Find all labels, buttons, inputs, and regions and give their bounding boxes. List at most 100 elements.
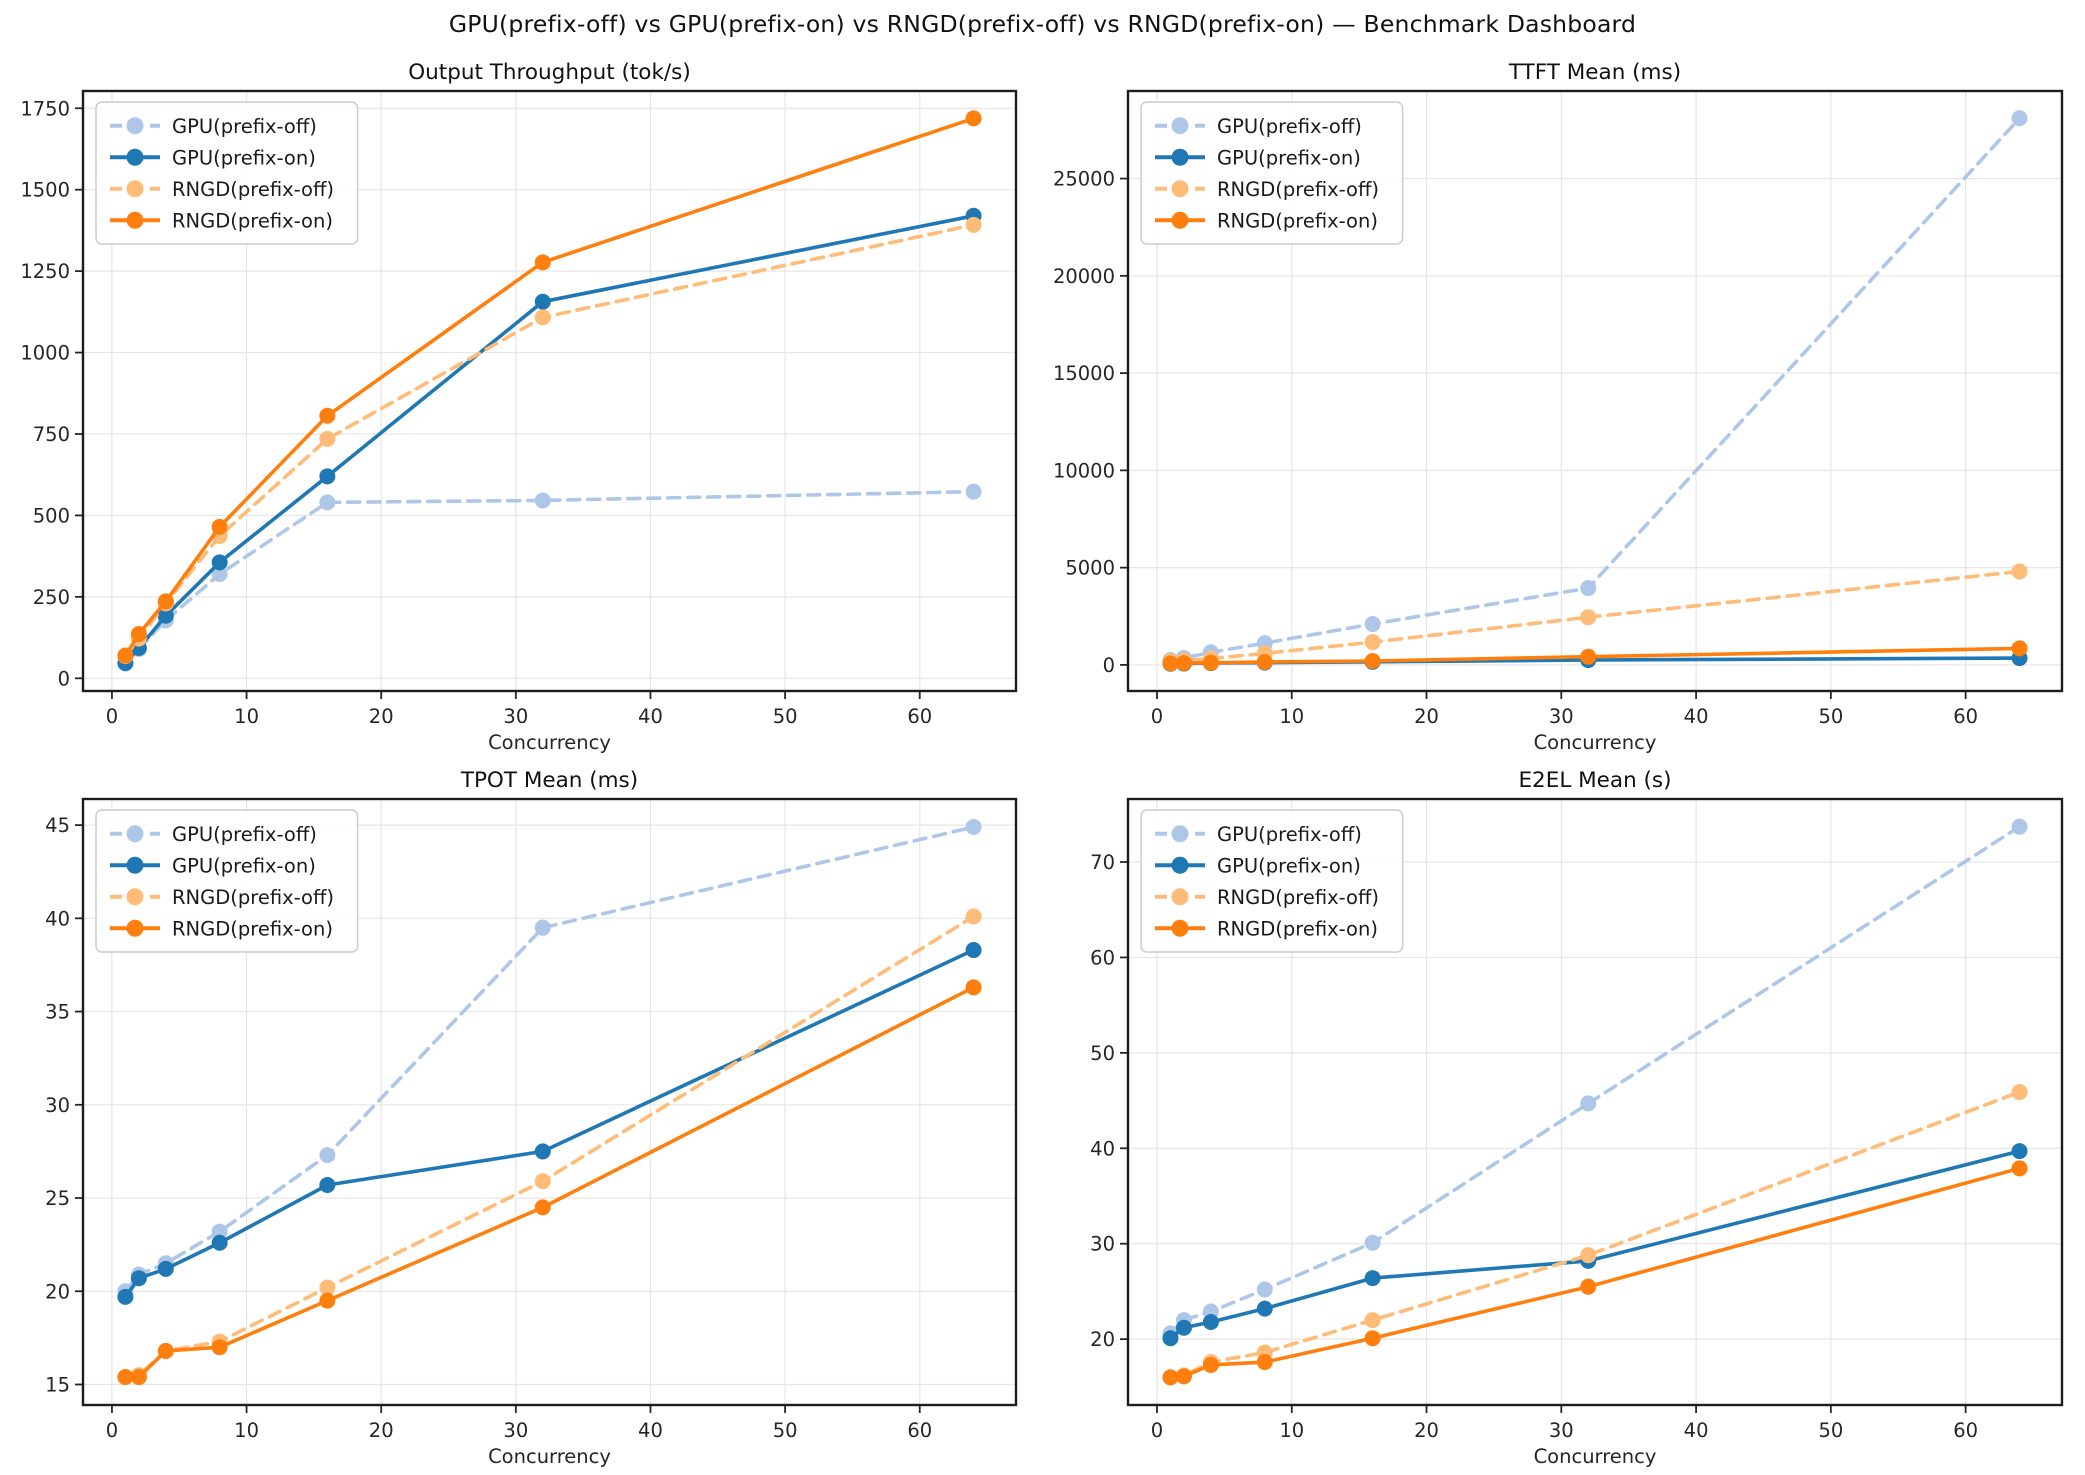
data-point-RNGD(prefix-on): [1202, 654, 1219, 671]
x-axis-label: Concurrency: [488, 1445, 611, 1468]
data-point-RNGD(prefix-on): [965, 110, 982, 127]
data-point-RNGD(prefix-on): [1162, 1369, 1179, 1386]
legend-marker-dot: [1171, 211, 1189, 229]
data-point-GPU(prefix-off): [319, 494, 336, 511]
legend-label: GPU(prefix-on): [172, 854, 316, 877]
y-tick-label: 45: [45, 814, 70, 837]
series-line-RNGD(prefix-on): [1168, 1166, 2022, 1380]
data-point-GPU(prefix-on): [157, 1260, 174, 1277]
plot-border: [1126, 797, 2064, 1407]
y-tick-label: 1250: [20, 260, 70, 283]
legend-box: [1140, 809, 1404, 953]
x-tick-label: 40: [1684, 1419, 1709, 1442]
plot-border: [81, 89, 1018, 693]
y-tick-label: 30: [45, 1094, 70, 1117]
y-tick-label: 500: [33, 504, 70, 527]
data-point-GPU(prefix-on): [319, 468, 336, 485]
x-tick-label: 30: [503, 1419, 528, 1442]
legend-label: RNGD(prefix-off): [172, 886, 334, 909]
dashboard-title: GPU(prefix-off) vs GPU(prefix-on) vs RNG…: [448, 10, 1637, 38]
data-point-RNGD(prefix-off): [965, 908, 982, 925]
data-point-RNGD(prefix-on): [1162, 655, 1179, 672]
legend-marker-dot: [1171, 117, 1189, 135]
data-point-RNGD(prefix-off): [534, 1173, 551, 1190]
y-tick-label: 20: [1090, 1328, 1115, 1351]
y-tick-label: 10000: [1053, 459, 1115, 482]
series-line-RNGD(prefix-off): [1168, 1090, 2022, 1380]
data-point-GPU(prefix-on): [130, 1270, 147, 1287]
x-tick-label: 60: [907, 705, 932, 728]
output-throughput-chart: 0 10 20 30 40 50 60 0 250 500 750 1000 1250 1500 1750 C…: [20, 60, 1018, 754]
series-line-GPU(prefix-off): [123, 489, 976, 666]
data-point-RNGD(prefix-on): [130, 625, 147, 642]
legend-label: RNGD(prefix-off): [172, 178, 334, 201]
data-point-RNGD(prefix-off): [2011, 563, 2028, 580]
data-point-RNGD(prefix-off): [319, 430, 336, 447]
legend: GPU(prefix-off) GPU(prefix-on) RNGD(prefix…: [95, 809, 359, 953]
data-point-GPU(prefix-off): [965, 818, 982, 835]
data-point-GPU(prefix-on): [534, 293, 551, 310]
y-tick-label: 250: [33, 586, 70, 609]
data-point-RNGD(prefix-off): [319, 1279, 336, 1296]
data-point-RNGD(prefix-off): [1364, 1312, 1381, 1329]
x-tick-label: 0: [106, 705, 118, 728]
series-line-RNGD(prefix-off): [123, 223, 976, 658]
x-tick-label: 10: [234, 705, 259, 728]
legend-box: [95, 809, 359, 953]
legend-label: RNGD(prefix-off): [1217, 178, 1379, 201]
data-point-GPU(prefix-off): [1364, 1234, 1381, 1251]
data-point-RNGD(prefix-on): [2011, 640, 2028, 657]
data-point-RNGD(prefix-on): [1202, 1356, 1219, 1373]
legend-marker-dot: [126, 825, 144, 843]
data-point-GPU(prefix-off): [1580, 1095, 1597, 1112]
x-tick-label: 50: [1818, 1419, 1843, 1442]
legend: GPU(prefix-off) GPU(prefix-on) RNGD(prefix…: [1140, 101, 1404, 245]
data-point-RNGD(prefix-on): [117, 647, 134, 664]
x-tick-label: 10: [1279, 1419, 1304, 1442]
x-tick-label: 20: [1414, 1419, 1439, 1442]
chart-panel-ttft-mean: 0 10 20 30 40 50 60 0 5000 10000 15000 20000 25000 Co…: [1048, 55, 2078, 755]
legend-marker-dot: [126, 856, 144, 874]
data-point-RNGD(prefix-on): [965, 979, 982, 996]
legend-marker-dot: [1171, 888, 1189, 906]
x-tick-label: 10: [1279, 705, 1304, 728]
plot-border: [1126, 89, 2064, 693]
data-point-RNGD(prefix-on): [1175, 655, 1192, 672]
data-point-GPU(prefix-on): [1202, 1313, 1219, 1330]
x-tick-label: 50: [773, 705, 798, 728]
data-point-GPU(prefix-on): [157, 607, 174, 624]
data-point-RNGD(prefix-on): [1580, 1278, 1597, 1295]
x-tick-label: 20: [1414, 705, 1439, 728]
data-point-GPU(prefix-off): [1364, 616, 1381, 633]
legend-marker-dot: [1171, 919, 1189, 937]
legend-marker-dot: [126, 148, 144, 166]
legend-label: RNGD(prefix-on): [172, 917, 333, 940]
data-point-RNGD(prefix-on): [534, 1199, 551, 1216]
legend: GPU(prefix-off) GPU(prefix-on) RNGD(prefix…: [95, 101, 359, 245]
legend-label: RNGD(prefix-on): [1217, 209, 1378, 232]
tpot-mean-chart: 0 10 20 30 40 50 60 15 20 25 30 35 40 45 Concurrency TP…: [45, 768, 1018, 1468]
data-point-GPU(prefix-off): [534, 492, 551, 509]
legend-marker-dot: [126, 888, 144, 906]
y-tick-label: 40: [1090, 1137, 1115, 1160]
x-tick-label: 40: [1684, 705, 1709, 728]
legend-marker-dot: [126, 117, 144, 135]
chart-title: TTFT Mean (ms): [1508, 60, 1681, 85]
x-axis-label: Concurrency: [1534, 731, 1657, 754]
series-line-GPU(prefix-on): [123, 948, 976, 1299]
data-point-RNGD(prefix-on): [1175, 1368, 1192, 1385]
legend-label: GPU(prefix-on): [1217, 854, 1361, 877]
data-point-GPU(prefix-on): [211, 554, 228, 571]
data-point-GPU(prefix-off): [2011, 110, 2028, 127]
data-point-RNGD(prefix-off): [1364, 634, 1381, 651]
y-tick-label: 20000: [1053, 265, 1115, 288]
legend-marker-dot: [1171, 856, 1189, 874]
y-tick-label: 40: [45, 907, 70, 930]
series-line-GPU(prefix-on): [1168, 1149, 2022, 1340]
x-tick-label: 50: [1818, 705, 1843, 728]
legend-marker-dot: [1171, 148, 1189, 166]
legend-label: GPU(prefix-off): [172, 115, 317, 138]
x-tick-label: 50: [773, 1419, 798, 1442]
data-point-RNGD(prefix-on): [319, 407, 336, 424]
legend-label: RNGD(prefix-on): [172, 209, 333, 232]
